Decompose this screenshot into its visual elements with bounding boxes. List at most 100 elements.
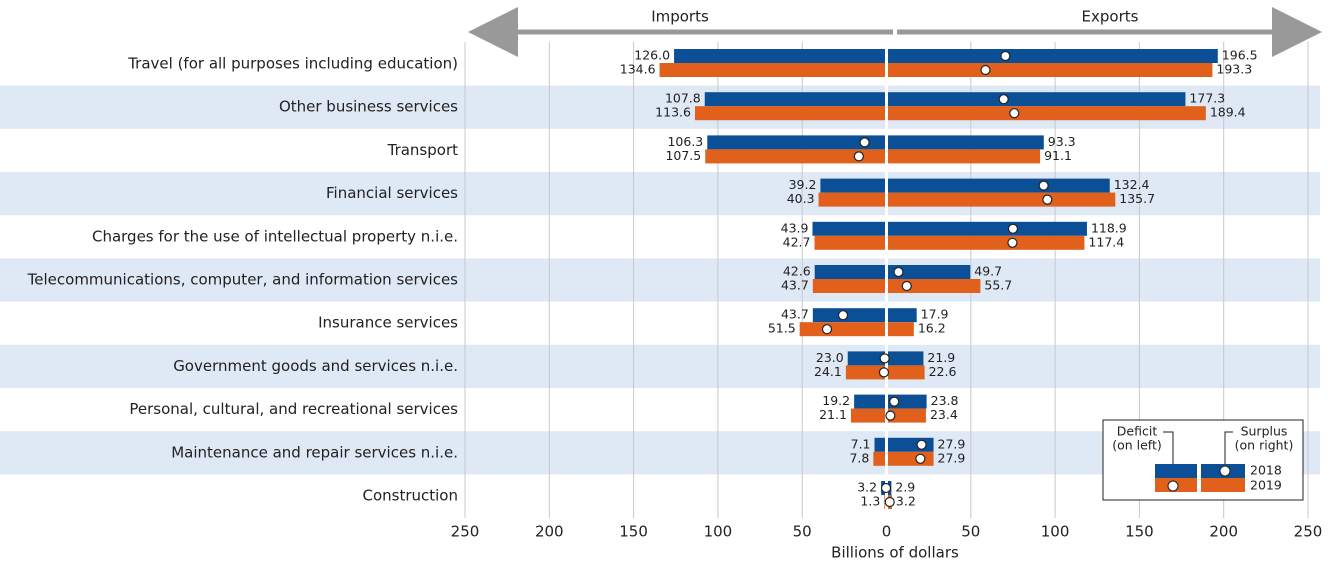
import-label: 126.0	[634, 48, 670, 63]
export-label: 135.7	[1119, 191, 1155, 206]
balance-circle	[884, 496, 895, 508]
legend: Deficit (on left) Surplus (on right) 201…	[1102, 419, 1304, 501]
balance-circle	[885, 410, 896, 421]
x-tick-label: 100	[1041, 523, 1070, 541]
export-label: 189.4	[1210, 105, 1246, 120]
export-label: 17.9	[921, 307, 949, 322]
legend-deficit: (on left)	[1112, 438, 1162, 453]
category-label: Telecommunications, computer, and inform…	[27, 271, 459, 289]
balance-circle	[901, 280, 912, 292]
import-bar	[854, 394, 887, 409]
x-tick-label: 100	[704, 523, 733, 541]
export-label: 23.4	[930, 407, 958, 422]
import-bar	[812, 308, 887, 323]
export-bar	[886, 49, 1218, 63]
balance-circle	[915, 453, 926, 464]
export-label: 118.9	[1091, 220, 1127, 235]
legend-deficit: Deficit	[1117, 424, 1158, 439]
import-bar	[814, 265, 887, 279]
category-label: Charges for the use of intellectual prop…	[92, 227, 458, 245]
import-label: 43.9	[781, 220, 809, 235]
import-bar	[874, 437, 887, 452]
export-label: 93.3	[1048, 134, 1076, 149]
export-bar	[886, 322, 914, 337]
import-bar	[674, 49, 887, 63]
import-bar	[704, 92, 887, 107]
balance-circle	[879, 353, 890, 364]
legend-swatch	[1155, 464, 1197, 478]
import-label: 23.0	[816, 350, 844, 365]
import-bar	[845, 365, 887, 380]
category-label: Construction	[362, 487, 458, 505]
balance-circle	[1007, 237, 1018, 248]
balance-circle	[893, 266, 904, 278]
import-bar	[818, 192, 887, 207]
export-bar	[886, 178, 1110, 193]
export-bar	[886, 308, 917, 323]
export-label: 2.9	[895, 480, 915, 495]
exports-header: Exports	[1082, 8, 1139, 26]
balance-circle	[916, 439, 927, 450]
balance-circle	[1042, 194, 1053, 205]
export-label: 55.7	[984, 278, 1012, 293]
import-label: 42.7	[783, 234, 811, 249]
category-label: Personal, cultural, and recreational ser…	[129, 400, 458, 418]
export-label: 3.2	[896, 494, 916, 509]
x-tick-label: 200	[535, 523, 564, 541]
import-label: 134.6	[620, 62, 656, 77]
import-label: 43.7	[781, 278, 809, 293]
balance-circle	[889, 396, 900, 407]
import-bar	[873, 451, 887, 466]
import-label: 3.2	[857, 480, 877, 495]
x-tick-label: 0	[882, 523, 892, 541]
export-label: 16.2	[918, 321, 946, 336]
balance-circle	[821, 324, 833, 335]
export-bar	[886, 408, 926, 423]
import-bar	[659, 63, 887, 77]
export-bar	[886, 351, 924, 366]
import-bar	[799, 322, 887, 337]
x-axis-label: Billions of dollars	[831, 544, 959, 562]
export-label: 27.9	[938, 436, 966, 451]
balance-circle	[998, 94, 1009, 105]
import-label: 106.3	[667, 134, 703, 149]
export-bar	[886, 221, 1087, 236]
balance-circle	[878, 367, 890, 378]
import-label: 40.3	[787, 191, 815, 206]
balance-circle	[859, 137, 870, 148]
export-bar	[886, 63, 1213, 77]
export-bar	[886, 149, 1041, 164]
export-label: 117.4	[1088, 234, 1124, 249]
x-tick-label: 250	[1294, 523, 1323, 541]
import-label: 51.5	[768, 321, 796, 336]
row-band	[0, 344, 1320, 388]
import-bar	[812, 279, 887, 293]
import-bar	[812, 221, 887, 236]
export-label: 132.4	[1114, 177, 1150, 192]
x-tick-label: 50	[961, 523, 980, 541]
category-label: Maintenance and repair services n.i.e.	[171, 443, 458, 461]
import-bar	[847, 351, 887, 366]
row-band	[0, 258, 1320, 302]
import-bar	[814, 235, 887, 250]
import-label: 21.1	[819, 407, 847, 422]
x-tick-label: 50	[793, 523, 812, 541]
import-label: 24.1	[814, 364, 842, 379]
export-bar	[886, 192, 1116, 207]
x-tick-label: 200	[1209, 523, 1238, 541]
imports-header: Imports	[651, 8, 709, 26]
import-bar	[850, 408, 887, 423]
balance-circle	[837, 310, 849, 321]
balance-circle	[1000, 50, 1011, 62]
export-label: 177.3	[1189, 91, 1225, 106]
export-label: 193.3	[1216, 62, 1252, 77]
import-bar	[694, 106, 887, 121]
export-bar	[886, 279, 981, 293]
balance-circle	[1007, 223, 1019, 234]
category-label: Government goods and services n.i.e.	[173, 357, 458, 375]
export-bar	[886, 365, 925, 380]
export-label: 49.7	[974, 264, 1002, 279]
export-bar	[886, 92, 1186, 107]
import-bar	[820, 178, 887, 193]
